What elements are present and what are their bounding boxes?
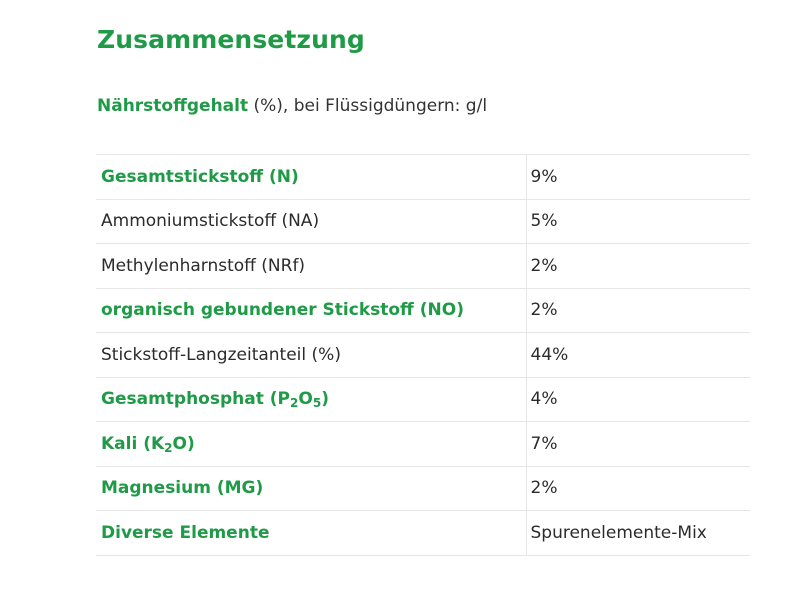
row-label: Diverse Elemente <box>96 510 527 556</box>
table-row: Gesamtphosphat (P2O5) 4% <box>96 376 750 422</box>
composition-table: Gesamtstickstoff (N) 9% Ammoniumsticksto… <box>96 154 750 556</box>
table-row: Methylenharnstoff (NRf) 2% <box>96 243 750 289</box>
row-label: Magnesium (MG) <box>96 465 527 511</box>
row-label: organisch gebundener Stickstoff (NO) <box>96 287 527 333</box>
row-label: Ammoniumstickstoff (NA) <box>96 198 527 244</box>
row-value: 2% <box>526 465 750 511</box>
row-label: Gesamtphosphat (P2O5) <box>96 376 527 422</box>
row-value: 2% <box>526 243 750 289</box>
nutrient-content-caption: Nährstoffgehalt (%), bei Flüssigdüngern:… <box>97 96 487 116</box>
table-row: Ammoniumstickstoff (NA) 5% <box>96 198 750 244</box>
page-title: Zusammensetzung <box>97 25 365 54</box>
row-label: Methylenharnstoff (NRf) <box>96 243 527 289</box>
table-row: organisch gebundener Stickstoff (NO) 2% <box>96 287 750 333</box>
row-value: 44% <box>526 332 750 378</box>
row-value: 9% <box>526 154 750 200</box>
row-value: 7% <box>526 421 750 467</box>
table-row: Kali (K2O) 7% <box>96 421 750 467</box>
table-row: Stickstoff-Langzeitanteil (%) 44% <box>96 332 750 378</box>
label-part: O <box>298 389 313 410</box>
table-row: Gesamtstickstoff (N) 9% <box>96 154 750 200</box>
nutrient-content-label: Nährstoffgehalt <box>97 96 249 116</box>
table-row: Magnesium (MG) 2% <box>96 465 750 511</box>
label-part: Gesamtphosphat (P <box>101 389 291 410</box>
label-part: O) <box>172 433 195 454</box>
row-value: 5% <box>526 198 750 244</box>
subscript: 2 <box>164 440 173 455</box>
subscript: 2 <box>290 396 299 411</box>
row-label: Gesamtstickstoff (N) <box>96 154 527 200</box>
label-part: ) <box>321 389 329 410</box>
row-label: Stickstoff-Langzeitanteil (%) <box>96 332 527 378</box>
row-value: 2% <box>526 287 750 333</box>
label-part: Kali (K <box>101 433 165 454</box>
row-value: Spurenelemente-Mix <box>526 510 750 556</box>
row-value: 4% <box>526 376 750 422</box>
nutrient-content-unit-note: (%), bei Flüssigdüngern: g/l <box>248 96 488 116</box>
row-label: Kali (K2O) <box>96 421 527 467</box>
table-row: Diverse Elemente Spurenelemente-Mix <box>96 510 750 556</box>
subscript: 5 <box>312 396 322 411</box>
